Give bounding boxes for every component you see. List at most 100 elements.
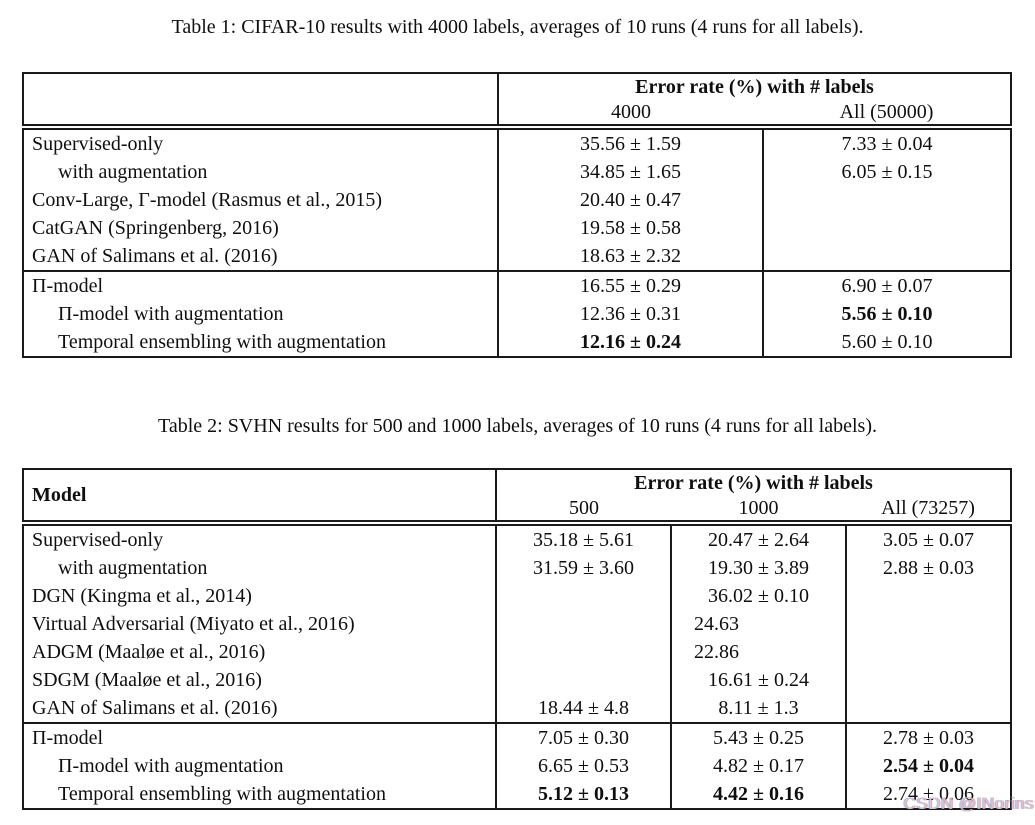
cell-value: 4.82 ± 0.17 xyxy=(670,752,846,780)
cell-model-label: with augmentation xyxy=(58,160,208,183)
cell-value xyxy=(761,186,1012,214)
cell-value: 2.78 ± 0.03 xyxy=(844,722,1012,752)
table-row: Π-model with augmentation 6.65 ± 0.53 4.… xyxy=(23,752,1012,780)
cell-value: 22.86 xyxy=(670,638,846,666)
table-row: Temporal ensembling with augmentation 12… xyxy=(23,328,1012,357)
cell-model-label: Temporal ensembling with augmentation xyxy=(58,782,386,805)
table-row: Conv-Large, Γ-model (Rasmus et al., 2015… xyxy=(23,186,1012,214)
table2-header-sub-row: 500 1000 All (73257) xyxy=(23,496,1012,526)
cell-value: 6.65 ± 0.53 xyxy=(495,752,671,780)
table1-caption: Table 1: CIFAR-10 results with 4000 labe… xyxy=(171,16,864,38)
cell-value: 5.43 ± 0.25 xyxy=(670,722,846,752)
table-row: Π-model 16.55 ± 0.29 6.90 ± 0.07 xyxy=(23,270,1012,300)
cell-value-best: 4.42 ± 0.16 xyxy=(670,780,846,809)
cell-model-label: GAN of Salimans et al. (2016) xyxy=(32,696,278,719)
cell-value xyxy=(495,610,671,638)
cell-model-label: SDGM (Maaløe et al., 2016) xyxy=(32,668,262,691)
table2-model-header-cell: Model xyxy=(23,469,497,526)
cell-model-label: ADGM (Maaløe et al., 2016) xyxy=(32,640,266,663)
cell-value xyxy=(761,242,1012,271)
cell-value: 6.05 ± 0.15 xyxy=(761,158,1012,186)
cell-value: 19.58 ± 0.58 xyxy=(497,214,763,242)
table2-subheader-all: All (73257) xyxy=(846,496,1012,526)
cell-value xyxy=(495,666,671,694)
cell-value: 18.44 ± 4.8 xyxy=(495,694,671,723)
table-row: Π-model 7.05 ± 0.30 5.43 ± 0.25 2.78 ± 0… xyxy=(23,722,1012,752)
cell-value: 5.60 ± 0.10 xyxy=(761,328,1012,357)
table-row: Supervised-only 35.56 ± 1.59 7.33 ± 0.04 xyxy=(23,127,1012,158)
cell-model-label: Temporal ensembling with augmentation xyxy=(58,330,386,353)
cell-value: 31.59 ± 3.60 xyxy=(495,554,671,582)
cell-value-best: 2.54 ± 0.04 xyxy=(844,752,1012,780)
cell-value: 34.85 ± 1.65 xyxy=(497,158,763,186)
table1-header-group-row: Error rate (%) with # labels xyxy=(23,73,1011,130)
cell-value xyxy=(495,638,671,666)
table-row: GAN of Salimans et al. (2016) 18.63 ± 2.… xyxy=(23,242,1012,271)
cell-model-label: Supervised-only xyxy=(32,132,164,155)
cell-value: 16.61 ± 0.24 xyxy=(670,666,846,694)
cell-model-label: with augmentation xyxy=(58,556,208,579)
cell-model-label: Π-model with augmentation xyxy=(58,302,284,325)
cell-model-label: Π-model xyxy=(23,722,496,752)
table2-header-group-row: Model Error rate (%) with # labels xyxy=(23,469,1011,526)
table-row: CatGAN (Springenberg, 2016) 19.58 ± 0.58 xyxy=(23,214,1012,242)
cell-value: 36.02 ± 0.10 xyxy=(670,582,846,610)
cell-value: 18.63 ± 2.32 xyxy=(497,242,763,271)
cell-value: 3.05 ± 0.07 xyxy=(844,523,1012,554)
table2-subheader-500: 500 xyxy=(496,496,671,526)
cell-model-label: GAN of Salimans et al. (2016) xyxy=(32,244,278,267)
cell-value: 8.11 ± 1.3 xyxy=(670,694,846,723)
cell-value xyxy=(844,666,1012,694)
cell-value-best: 12.16 ± 0.24 xyxy=(497,328,763,357)
table1-subheader-all: All (50000) xyxy=(763,100,1012,130)
table1-subheader-4000: 4000 xyxy=(498,100,763,130)
cell-value-best: 5.12 ± 0.13 xyxy=(495,780,671,809)
cell-model-label: Virtual Adversarial (Miyato et al., 2016… xyxy=(32,612,355,635)
cell-value: 20.40 ± 0.47 xyxy=(497,186,763,214)
cell-value: 19.30 ± 3.89 xyxy=(670,554,846,582)
cell-model-label: Supervised-only xyxy=(32,528,164,551)
table-row: ADGM (Maaløe et al., 2016) 22.86 xyxy=(23,638,1012,666)
table-row: SDGM (Maaløe et al., 2016) 16.61 ± 0.24 xyxy=(23,666,1012,694)
cell-value: 7.33 ± 0.04 xyxy=(761,127,1012,158)
cell-model-label: DGN (Kingma et al., 2014) xyxy=(32,584,252,607)
cell-value: 20.47 ± 2.64 xyxy=(670,523,846,554)
table2-group-header: Error rate (%) with # labels xyxy=(634,471,873,494)
cell-value xyxy=(844,610,1012,638)
cell-value: 6.90 ± 0.07 xyxy=(761,270,1012,300)
table1-header-sub-row: 4000 All (50000) xyxy=(23,100,1012,130)
cell-value xyxy=(844,694,1012,723)
cell-value: 35.56 ± 1.59 xyxy=(497,127,763,158)
cell-value xyxy=(495,582,671,610)
table1-group-header: Error rate (%) with # labels xyxy=(635,75,874,98)
cell-value xyxy=(844,638,1012,666)
table-row: DGN (Kingma et al., 2014) 36.02 ± 0.10 xyxy=(23,582,1012,610)
cell-value: 12.36 ± 0.31 xyxy=(497,300,763,328)
cell-value xyxy=(844,582,1012,610)
table-row: Virtual Adversarial (Miyato et al., 2016… xyxy=(23,610,1012,638)
cell-value: 35.18 ± 5.61 xyxy=(495,523,671,554)
cell-value: 7.05 ± 0.30 xyxy=(495,722,671,752)
table-row: with augmentation 31.59 ± 3.60 19.30 ± 3… xyxy=(23,554,1012,582)
cell-value-best: 5.56 ± 0.10 xyxy=(761,300,1012,328)
cell-model-label: Π-model with augmentation xyxy=(58,754,284,777)
table2-subheader-1000: 1000 xyxy=(671,496,846,526)
table2-caption: Table 2: SVHN results for 500 and 1000 l… xyxy=(158,415,877,437)
cell-model-label: CatGAN (Springenberg, 2016) xyxy=(32,216,279,239)
table-row: Supervised-only 35.18 ± 5.61 20.47 ± 2.6… xyxy=(23,523,1012,554)
table-row: with augmentation 34.85 ± 1.65 6.05 ± 0.… xyxy=(23,158,1012,186)
cell-model-label: Conv-Large, Γ-model (Rasmus et al., 2015… xyxy=(32,188,383,211)
csdn-watermark: CSDN @INorins xyxy=(903,794,1034,813)
table-row: Temporal ensembling with augmentation 5.… xyxy=(23,780,1012,809)
table1-model-header-cell xyxy=(23,73,499,130)
table2-svhn-results: Model Error rate (%) with # labels 500 1… xyxy=(22,468,1013,810)
cell-value: 24.63 xyxy=(670,610,846,638)
table1-cifar10-results: Error rate (%) with # labels 4000 All (5… xyxy=(22,72,1013,358)
table-row: GAN of Salimans et al. (2016) 18.44 ± 4.… xyxy=(23,694,1012,723)
cell-model-label: Π-model xyxy=(23,270,498,300)
cell-value: 2.88 ± 0.03 xyxy=(844,554,1012,582)
cell-value: 2.74 ± 0.06 xyxy=(844,780,1012,809)
table-row: Π-model with augmentation 12.36 ± 0.31 5… xyxy=(23,300,1012,328)
cell-value xyxy=(761,214,1012,242)
